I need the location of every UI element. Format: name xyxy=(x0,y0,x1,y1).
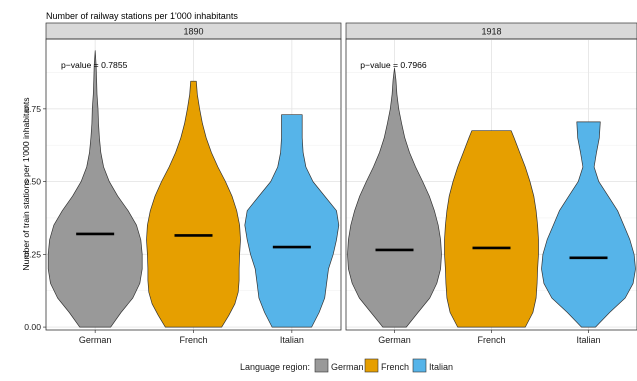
legend-label: French xyxy=(381,362,409,372)
y-tick-label: 0.00 xyxy=(24,322,41,332)
facet-panel: 1918 p−value = 0.7966 German French Italian xyxy=(345,22,637,345)
legend-key-german xyxy=(314,358,329,373)
y-tick-label: 0.25 xyxy=(24,249,41,259)
x-tick-label: French xyxy=(477,335,505,345)
violin-french xyxy=(444,130,539,328)
legend: Language region: German French Italian xyxy=(240,358,453,373)
x-tick-label: Italian xyxy=(576,335,600,345)
legend-title: Language region: xyxy=(240,362,310,372)
p-value-annotation: p−value = 0.7855 xyxy=(61,60,128,70)
y-tick-label: 0.75 xyxy=(24,104,41,114)
legend-key-italian xyxy=(412,358,427,373)
y-axis-label: Number of train stations per 1'000 inhab… xyxy=(21,97,31,270)
x-tick-label: German xyxy=(378,335,411,345)
facet-panel: 1890 p−value = 0.7855 German French Italian 0… xyxy=(24,22,342,345)
violin-german xyxy=(47,50,143,328)
x-tick-label: French xyxy=(179,335,207,345)
violin-italian xyxy=(244,114,340,328)
legend-key-french xyxy=(364,358,379,373)
y-tick-label: 0.50 xyxy=(24,177,41,187)
chart-title: Number of railway stations per 1'000 inh… xyxy=(46,11,238,21)
violin-french xyxy=(146,80,241,328)
violin-italian xyxy=(541,121,636,328)
legend-label: German xyxy=(331,362,364,372)
legend-label: Italian xyxy=(429,362,453,372)
facet-label: 1918 xyxy=(481,27,501,37)
x-tick-label: Italian xyxy=(280,335,304,345)
x-tick-label: German xyxy=(79,335,112,345)
violin-german xyxy=(347,67,442,328)
facet-panels: 1890 p−value = 0.7855 German French Italian 0… xyxy=(24,22,637,345)
facet-label: 1890 xyxy=(183,27,203,37)
p-value-annotation: p−value = 0.7966 xyxy=(360,60,427,70)
